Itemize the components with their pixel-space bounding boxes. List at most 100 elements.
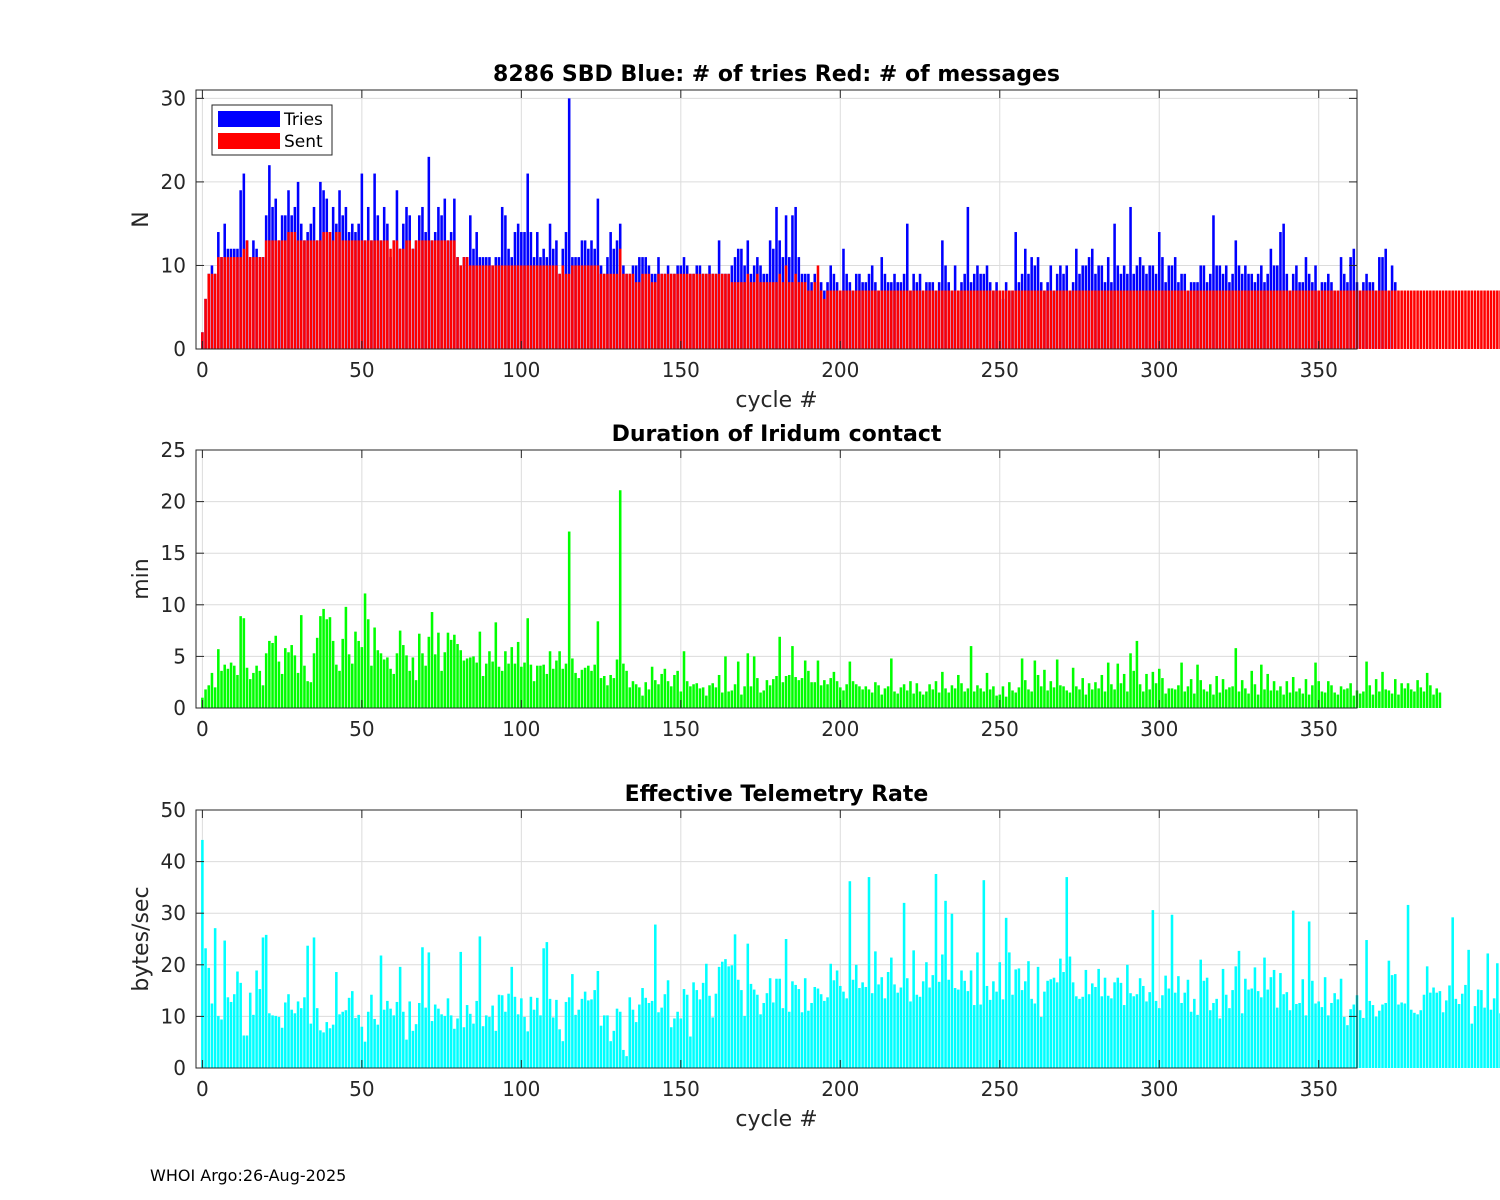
bar-duration: [1173, 689, 1177, 708]
bar-sent: [909, 290, 912, 349]
bar-rate: [1384, 1002, 1387, 1068]
bar-rate: [928, 987, 931, 1068]
bar-sent: [826, 290, 829, 349]
bar-sent: [1180, 290, 1183, 349]
bar-sent: [236, 257, 239, 349]
bar-duration: [1046, 690, 1049, 708]
bar-rate: [523, 1016, 526, 1068]
bar-sent: [874, 290, 877, 349]
bar-duration: [724, 656, 727, 708]
bar-rate: [934, 873, 938, 1068]
bar-sent: [217, 257, 220, 349]
bar-rate: [660, 1007, 663, 1068]
bar-duration: [826, 684, 829, 708]
bar-sent: [1075, 290, 1078, 349]
bar-sent: [475, 265, 478, 349]
bar-sent: [756, 273, 759, 349]
bar-duration: [1371, 694, 1375, 708]
axes-box: [195, 449, 1358, 709]
bar-rate: [1336, 999, 1340, 1068]
bar-sent: [488, 265, 491, 349]
bar-sent: [1138, 290, 1142, 349]
bar-sent: [526, 265, 529, 349]
bar-sent: [1291, 290, 1295, 349]
bar-sent: [532, 265, 536, 349]
bar-sent: [1164, 290, 1167, 349]
bar-duration: [816, 660, 820, 708]
bar-rate: [1435, 992, 1439, 1068]
bar-sent: [417, 240, 421, 349]
bar-sent: [366, 240, 370, 349]
bar-sent: [335, 232, 338, 349]
bar-rate: [395, 1001, 399, 1068]
bar-duration: [574, 672, 577, 708]
bar-sent: [1288, 290, 1292, 349]
bar-duration: [414, 680, 418, 708]
bar-sent: [1224, 290, 1228, 349]
bar-sent: [1078, 290, 1081, 349]
bar-rate: [1448, 985, 1451, 1068]
bar-rate: [424, 1007, 427, 1068]
bar-sent: [583, 265, 587, 349]
bar-sent: [239, 257, 242, 349]
bar-rate: [571, 974, 574, 1068]
bar-duration: [1346, 688, 1349, 708]
bar-duration: [1406, 683, 1410, 708]
bar-duration: [928, 684, 931, 708]
bar-rate: [1228, 1008, 1231, 1068]
bar-duration: [1008, 682, 1011, 708]
bar-sent: [657, 273, 660, 349]
bar-sent: [848, 290, 852, 349]
bar-rate: [673, 1018, 676, 1068]
bar-duration: [768, 685, 772, 708]
bar-duration: [1393, 679, 1397, 708]
y-tick-label: 30: [161, 86, 186, 110]
bar-rate: [787, 1011, 791, 1068]
bar-duration: [781, 682, 785, 708]
bar-duration: [417, 633, 421, 708]
bar-duration: [255, 665, 258, 708]
bar-sent: [1330, 290, 1333, 349]
bar-rate: [1030, 998, 1033, 1068]
bar-sent: [504, 265, 507, 349]
bar-sent: [1209, 290, 1212, 349]
bar-rate: [229, 1001, 233, 1068]
bar-duration: [1087, 683, 1091, 708]
bar-rate: [417, 1002, 421, 1068]
bar-sent: [1055, 290, 1059, 349]
bar-rate: [516, 1014, 520, 1068]
bar-rate: [1480, 990, 1483, 1068]
bar-sent: [743, 282, 746, 349]
bar-rate: [807, 1010, 810, 1068]
bar-sent: [571, 265, 574, 349]
bar-sent: [813, 282, 817, 349]
bar-rate: [1116, 977, 1120, 1068]
bar-rate: [819, 994, 823, 1068]
bar-duration: [315, 637, 319, 708]
bar-rate: [905, 978, 909, 1068]
bar-duration: [1228, 687, 1231, 708]
bar-duration: [561, 668, 565, 708]
bar-duration: [1170, 688, 1174, 708]
bar-rate: [1473, 1006, 1477, 1068]
bar-duration: [587, 665, 590, 708]
bar-rate: [1476, 989, 1480, 1068]
bar-rate: [1218, 1018, 1222, 1068]
bar-sent: [1135, 290, 1139, 349]
bar-rate: [663, 994, 667, 1068]
bar-rate: [1231, 990, 1234, 1068]
bar-rate: [1119, 982, 1123, 1068]
bar-rate: [960, 970, 963, 1068]
bar-rate: [1024, 981, 1027, 1068]
bar-rate: [1269, 977, 1273, 1068]
bar-sent: [819, 290, 823, 349]
bar-sent: [1183, 290, 1187, 349]
bar-sent: [823, 298, 826, 349]
bar-rate: [829, 963, 832, 1068]
bar-duration: [682, 651, 686, 708]
bar-rate: [1100, 996, 1104, 1068]
bar-sent: [1065, 290, 1069, 349]
y-tick-label: 0: [173, 696, 186, 720]
bar-duration: [252, 672, 255, 708]
bar-duration: [236, 674, 239, 708]
